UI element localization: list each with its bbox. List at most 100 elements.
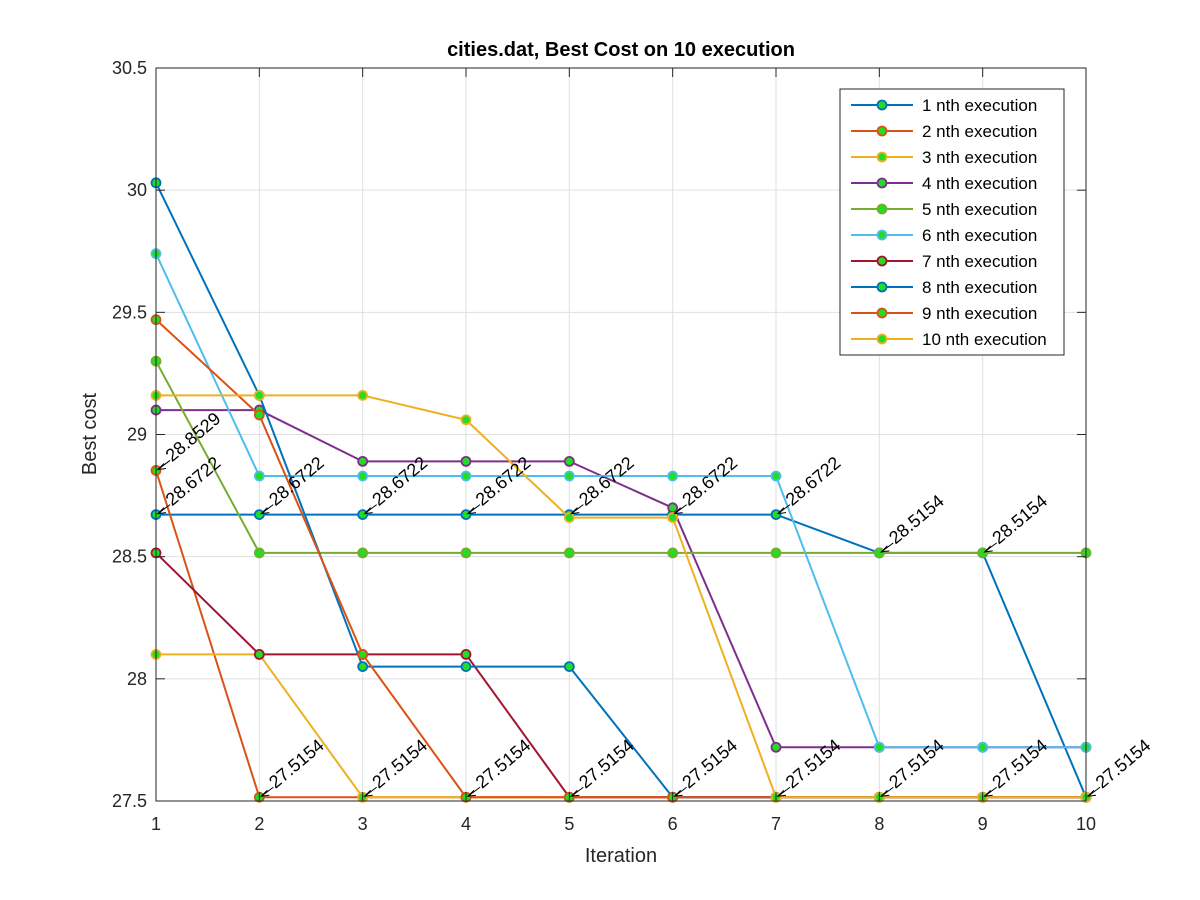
annotation-arrowhead [259,789,270,797]
legend-item: 6 nth execution [851,226,1037,245]
x-tick-label: 6 [668,814,678,834]
data-point [667,512,679,523]
legend-item: 3 nth execution [851,148,1037,167]
annotation-arrowhead [363,789,373,797]
series-line [155,253,1086,749]
data-point [253,390,265,401]
annotation-arrowhead [466,789,477,797]
annotation-arrowhead [879,789,890,797]
y-tick-label: 28.5 [112,547,147,567]
legend-item: 2 nth execution [851,122,1037,141]
annotation-arrowhead [156,463,167,471]
data-point [460,509,472,520]
annotation-arrowhead [776,507,787,515]
legend-label: 2 nth execution [922,122,1037,141]
series-line [155,360,1086,554]
data-point [563,512,575,523]
x-tick-label: 3 [358,814,368,834]
y-axis-label: Best cost [79,392,101,475]
data-point [357,509,369,520]
legend-item: 8 nth execution [851,278,1037,297]
data-point [667,470,679,482]
annotation-arrowhead [673,507,683,515]
legend-swatch-marker [876,255,888,267]
legend-item: 9 nth execution [851,304,1037,323]
x-tick-label: 10 [1076,814,1096,834]
data-point [460,649,472,660]
data-point [873,741,885,753]
y-tick-label: 28 [127,669,147,689]
data-point [770,741,782,753]
legend-item: 4 nth execution [851,174,1037,193]
legend-item: 1 nth execution [851,96,1037,115]
data-point [460,455,472,467]
legend-swatch-marker [876,307,888,319]
data-point [563,661,575,673]
data-point [253,509,265,520]
data-point [873,547,885,559]
annotation-arrowhead [983,789,993,797]
legend-label: 8 nth execution [922,278,1037,297]
data-point [460,470,472,482]
annotation-arrowhead [879,545,890,553]
legend-label: 10 nth execution [922,330,1047,349]
data-point [667,547,679,559]
data-point [253,649,265,660]
data-point [770,547,782,559]
series-10 [150,390,1092,803]
legend-label: 1 nth execution [922,96,1037,115]
data-point [563,547,575,559]
annotation-arrowhead [363,507,373,515]
data-point [977,741,989,753]
legend-label: 6 nth execution [922,226,1037,245]
x-tick-label: 4 [461,814,471,834]
legend: 1 nth execution 2 nth execution 3 nth exec… [839,88,1065,356]
x-tick-label: 7 [771,814,781,834]
data-point [770,509,782,520]
annotation-arrowhead [776,789,787,797]
annotation-arrowhead [156,507,167,515]
data-point [460,414,472,426]
annotation-arrowhead [569,507,580,515]
legend-label: 9 nth execution [922,304,1037,323]
legend-swatch-marker [876,229,888,241]
data-point [563,455,575,467]
data-point [357,661,369,673]
data-point [770,470,782,482]
series-line [156,394,1086,799]
annotation-arrowhead [1086,789,1097,797]
data-point [357,455,369,467]
annotation-arrowhead [259,507,270,515]
data-point [460,547,472,559]
y-tick-label: 27.5 [112,791,147,811]
x-tick-label: 1 [151,814,161,834]
y-tick-label: 29.5 [112,302,147,322]
legend-label: 7 nth execution [922,252,1037,271]
series-6 [150,248,1092,753]
x-tick-label: 5 [564,814,574,834]
data-point [253,409,265,421]
legend-item: 10 nth execution [851,330,1047,349]
legend-item: 7 nth execution [851,252,1037,271]
data-point [357,649,369,660]
legend-label: 3 nth execution [922,148,1037,167]
legend-swatch-marker [876,151,888,163]
annotation-arrowhead [569,789,580,797]
data-point [357,547,369,559]
legend-swatch-marker [876,281,888,293]
data-point [563,470,575,482]
x-tick-label: 9 [978,814,988,834]
y-tick-label: 30.5 [112,58,147,78]
data-point [357,390,369,401]
data-point [667,502,679,514]
data-point [253,547,265,559]
y-tick-label: 29 [127,425,147,445]
data-point [977,547,989,559]
legend-swatch-marker [876,177,888,189]
data-point [357,470,369,482]
chart-title: cities.dat, Best Cost on 10 execution [447,39,795,61]
legend-swatch-marker [876,99,888,111]
x-tick-label: 2 [254,814,264,834]
